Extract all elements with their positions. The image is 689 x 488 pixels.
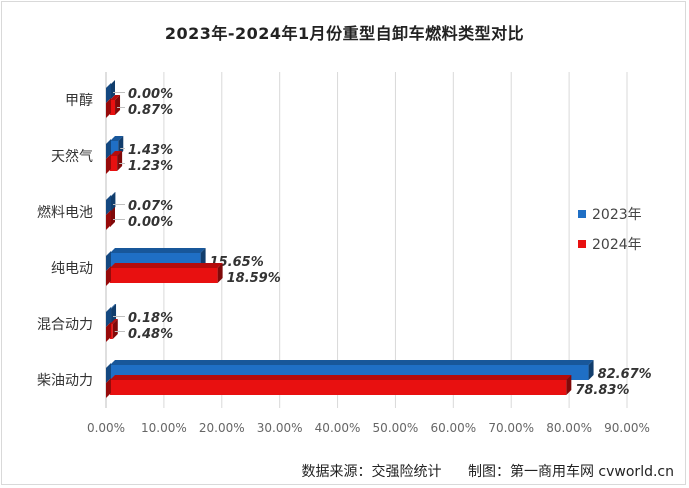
category-label: 柴油动力 xyxy=(37,373,93,389)
bar-left-cap xyxy=(106,363,111,383)
data-label-2023: 82.67% xyxy=(598,367,652,382)
bar-left-cap xyxy=(106,154,111,174)
bar-top-face xyxy=(110,375,572,380)
bar-top-face xyxy=(110,319,118,324)
bar-end-face xyxy=(110,207,115,227)
bar-end-face xyxy=(110,80,115,100)
category-label: 甲醇 xyxy=(65,92,93,109)
x-tick-label: 20.00% xyxy=(199,421,245,435)
legend-item-2024: 2024年 xyxy=(578,233,642,255)
bar-2024 xyxy=(110,380,567,395)
x-tick-label: 40.00% xyxy=(315,421,361,435)
bar-left-cap xyxy=(106,322,111,342)
data-label-2023: 1.43% xyxy=(128,143,173,158)
bar-left-cap xyxy=(106,210,111,230)
x-tick-label: 80.00% xyxy=(546,421,592,435)
legend: 2023年 2024年 xyxy=(578,203,642,263)
bar-top-face xyxy=(110,151,123,156)
data-label-2024: 1.23% xyxy=(128,159,173,174)
bar-end-face xyxy=(115,95,121,115)
data-label-2024: 78.83% xyxy=(575,383,629,398)
made-by-text: 制图：第一商用车网 cvworld.cn xyxy=(467,464,674,480)
bar-end-face xyxy=(588,360,594,380)
bar-2023 xyxy=(110,141,119,156)
bar-2024 xyxy=(110,268,218,283)
x-tick-label: 70.00% xyxy=(488,421,534,435)
bar-left-cap xyxy=(106,195,111,215)
category-label: 燃料电池 xyxy=(37,204,93,221)
x-tick-label: 30.00% xyxy=(257,421,303,435)
bar-end-face xyxy=(117,151,123,171)
bar-left-cap xyxy=(106,139,111,159)
legend-swatch-2023 xyxy=(578,210,586,218)
legend-swatch-2024 xyxy=(578,240,586,248)
x-tick-label: 50.00% xyxy=(373,421,419,435)
bar-end-face xyxy=(111,304,117,324)
data-label-2024: 0.48% xyxy=(128,327,173,342)
bar-top-face xyxy=(110,95,121,100)
x-tick-label: 10.00% xyxy=(141,421,187,435)
legend-label-2023: 2023年 xyxy=(592,207,642,223)
category-label: 纯电动 xyxy=(51,261,93,277)
bar-left-cap xyxy=(106,251,111,271)
chart-title: 2023年-2024年1月份重型自卸车燃料类型对比 xyxy=(164,24,525,43)
bar-end-face xyxy=(217,263,223,283)
source-note: 数据来源：交强险统计 制图：第一商用车网 cvworld.cn xyxy=(0,461,674,481)
data-label-2023: 0.07% xyxy=(128,199,173,214)
bar-left-cap xyxy=(106,307,111,327)
x-tick-label: 60.00% xyxy=(430,421,476,435)
bar-end-face xyxy=(112,319,118,339)
data-label-2023: 0.18% xyxy=(128,311,173,326)
data-label-2024: 0.00% xyxy=(128,215,173,230)
bar-end-face xyxy=(566,375,572,395)
bar-top-face xyxy=(110,248,206,253)
data-label-2024: 18.59% xyxy=(227,271,281,286)
bar-top-face xyxy=(110,360,594,365)
bar-top-face xyxy=(110,304,117,309)
x-tick-label: 0.00% xyxy=(87,421,125,435)
bar-top-face xyxy=(110,136,124,141)
bar-left-cap xyxy=(106,98,111,118)
bar-end-face xyxy=(110,192,116,212)
legend-item-2023: 2023年 xyxy=(578,203,642,225)
data-label-2023: 15.65% xyxy=(210,255,264,270)
data-source-text: 数据来源：交强险统计 xyxy=(301,464,442,480)
bar-2024 xyxy=(110,100,116,115)
legend-label-2024: 2024年 xyxy=(592,237,642,253)
category-label: 混合动力 xyxy=(37,317,93,333)
bar-2024 xyxy=(110,324,113,339)
data-label-2023: 0.00% xyxy=(128,87,173,102)
bar-top-face xyxy=(110,192,116,197)
data-label-2024: 0.87% xyxy=(128,103,173,118)
bar-left-cap xyxy=(106,378,111,398)
x-tick-label: 90.00% xyxy=(604,421,650,435)
bar-left-cap xyxy=(106,83,111,103)
bar-left-cap xyxy=(106,266,111,286)
bar-top-face xyxy=(110,263,223,268)
category-label: 天然气 xyxy=(51,148,93,165)
bar-2024 xyxy=(110,156,118,171)
